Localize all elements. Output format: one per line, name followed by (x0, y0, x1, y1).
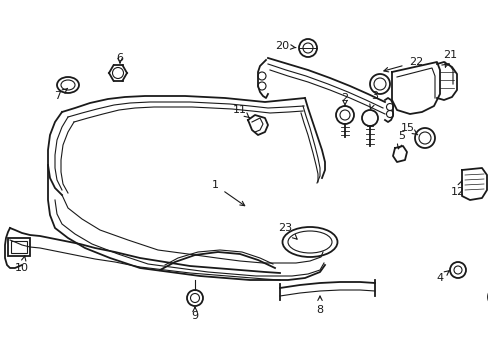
Text: 19: 19 (0, 359, 1, 360)
Text: 2: 2 (341, 93, 348, 106)
Text: 11: 11 (232, 105, 249, 118)
Text: 14: 14 (0, 359, 1, 360)
Text: 15: 15 (400, 123, 417, 135)
Text: 4: 4 (436, 270, 449, 283)
Text: 21: 21 (442, 50, 456, 67)
Text: 22: 22 (383, 57, 422, 72)
Text: 9: 9 (191, 307, 198, 321)
Text: 10: 10 (15, 256, 29, 273)
Text: 3: 3 (369, 91, 378, 109)
Text: 8: 8 (316, 296, 323, 315)
Text: 23: 23 (277, 223, 297, 239)
Text: 12: 12 (450, 180, 464, 197)
Text: 1: 1 (211, 180, 244, 206)
Text: 5: 5 (397, 131, 405, 149)
Text: 16: 16 (0, 359, 1, 360)
Text: 20: 20 (274, 41, 295, 51)
Text: 17: 17 (0, 359, 1, 360)
Text: 18: 18 (0, 359, 1, 360)
Text: 6: 6 (116, 53, 123, 63)
Text: 7: 7 (54, 88, 67, 101)
Text: 13: 13 (0, 359, 1, 360)
